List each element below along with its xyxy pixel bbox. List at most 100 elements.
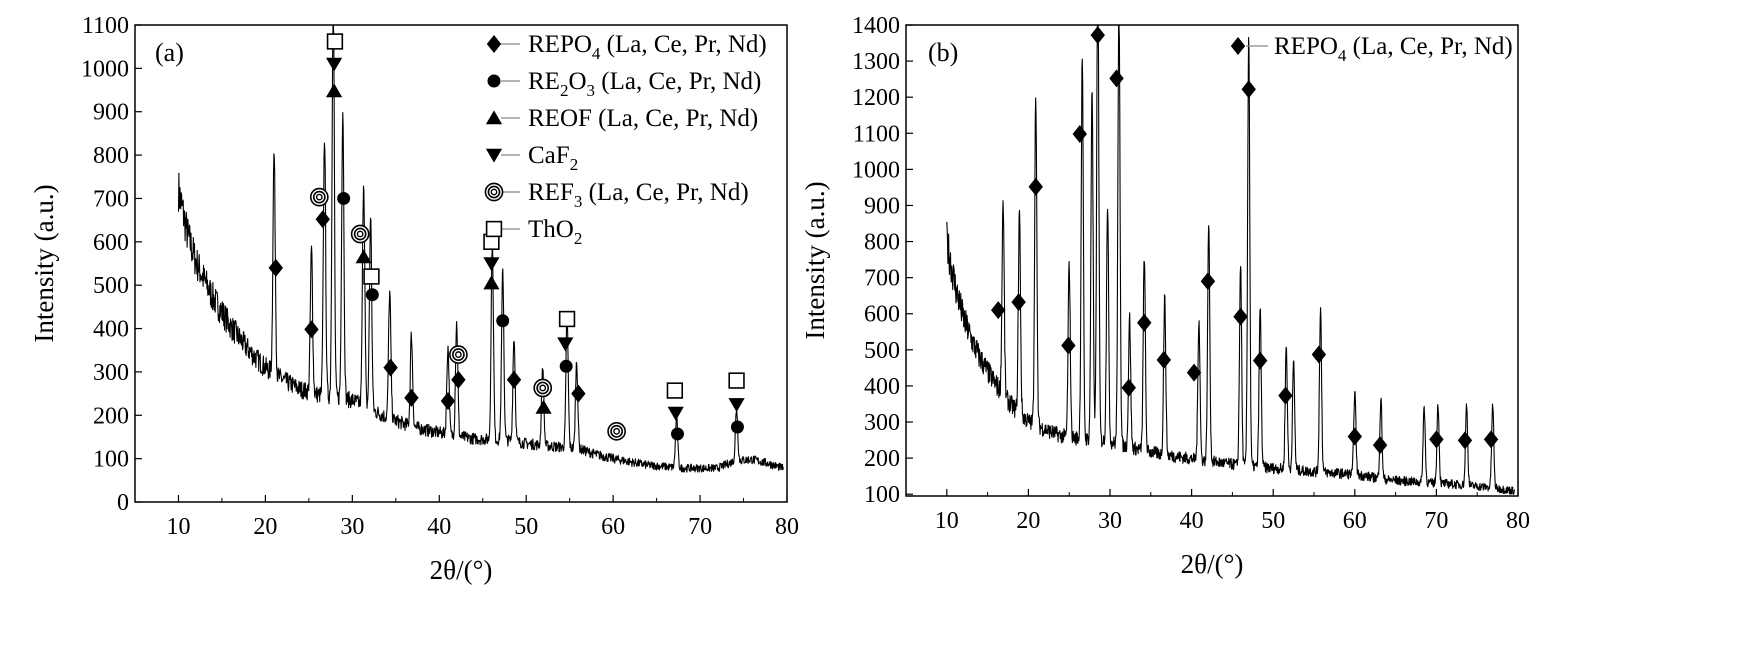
- peak-marker-diamond: [1252, 351, 1268, 370]
- peak-marker-triangle-up: [325, 83, 343, 98]
- peak-marker-diamond: [451, 370, 466, 389]
- peak-marker-diamond: [506, 370, 522, 389]
- peak-marker-diamond: [268, 258, 284, 277]
- y-tick-label: 500: [93, 273, 129, 299]
- peak-marker-square: [326, 33, 344, 50]
- y-tick-label: 900: [864, 193, 900, 219]
- peak-marker-diamond: [1347, 427, 1362, 446]
- x-tick-label: 80: [1506, 508, 1530, 534]
- peak-marker-square: [666, 382, 684, 399]
- xrd-pattern-line: [946, 25, 1516, 495]
- y-tick-label: 400: [864, 374, 900, 400]
- legend-label: ThO2: [528, 216, 582, 248]
- x-tick-label: 10: [935, 508, 959, 534]
- peak-marker-double-circle: [350, 224, 370, 244]
- y-axis-label: Intensity (a.u.): [29, 184, 59, 342]
- x-tick-label: 40: [1180, 508, 1204, 534]
- peak-marker-triangle-down: [483, 257, 500, 272]
- legend-marker-triangle-up: [485, 110, 503, 125]
- peak-marker-diamond: [1429, 430, 1444, 449]
- xrd-pattern-line: [177, 25, 784, 473]
- peak-marker-circle: [365, 288, 379, 302]
- peak-marker-diamond: [1061, 336, 1076, 355]
- peak-marker-diamond: [1483, 430, 1499, 449]
- y-tick-label: 600: [864, 302, 900, 328]
- legend-label: REOF (La, Ce, Pr, Nd): [528, 105, 758, 132]
- legend-marker-square: [485, 220, 503, 238]
- y-tick-label: 800: [93, 143, 129, 169]
- peak-marker-circle: [730, 420, 744, 434]
- y-tick-label: 100: [93, 447, 129, 473]
- legend-marker-double-circle: [484, 182, 504, 202]
- x-tick-label: 30: [1098, 508, 1122, 534]
- x-tick-label: 20: [1016, 508, 1040, 534]
- peak-marker-diamond: [1241, 80, 1256, 99]
- peak-marker-diamond: [315, 210, 330, 229]
- x-tick-label: 60: [601, 514, 625, 540]
- x-tick-label: 50: [1261, 508, 1285, 534]
- peak-marker-diamond: [1186, 363, 1202, 382]
- y-tick-label: 1000: [81, 56, 129, 82]
- y-tick-label: 300: [93, 360, 129, 386]
- peak-marker-triangle-up: [483, 275, 500, 290]
- x-tick-label: 80: [775, 514, 799, 540]
- peak-marker-diamond: [383, 358, 398, 377]
- x-tick-label: 40: [427, 514, 451, 540]
- y-tick-label: 300: [864, 410, 900, 436]
- x-tick-label: 70: [688, 514, 712, 540]
- y-tick-label: 700: [864, 266, 900, 292]
- peak-marker-diamond: [991, 301, 1006, 320]
- legend-label: CaF2: [528, 142, 578, 174]
- chart-panel-b: 100 200 300 400 500 600 700 800 900 1000 1100 1200 1…: [800, 13, 1530, 579]
- y-tick-label: 500: [864, 338, 900, 364]
- x-tick-label: 60: [1343, 508, 1367, 534]
- y-tick-label: 1100: [82, 13, 129, 39]
- y-tick-label: 800: [864, 230, 900, 256]
- x-tick-label: 50: [514, 514, 538, 540]
- peak-marker-triangle-up: [355, 249, 372, 264]
- panel-label: (b): [928, 38, 958, 67]
- peak-marker-double-circle: [607, 421, 626, 441]
- peak-marker-circle: [337, 191, 351, 205]
- x-axis-label: 2θ/(°): [1181, 549, 1244, 579]
- y-tick-label: 200: [864, 446, 900, 472]
- peak-marker-diamond: [440, 391, 456, 410]
- peak-marker-diamond: [1200, 272, 1216, 291]
- legend: REPO4 (La, Ce, Pr, Nd): [1230, 33, 1513, 65]
- panel-label: (a): [155, 38, 184, 67]
- plot-frame: [905, 24, 1519, 497]
- peak-marker-diamond: [1156, 350, 1172, 369]
- y-tick-label: 200: [93, 403, 129, 429]
- peak-marker-diamond: [1311, 345, 1327, 364]
- y-tick-label: 400: [93, 317, 129, 343]
- y-tick-label: 0: [117, 490, 129, 516]
- peak-marker-diamond: [1028, 177, 1043, 196]
- y-tick-label: 700: [93, 186, 129, 212]
- legend-marker-diamond: [1230, 37, 1246, 55]
- legend-label: RE2O3 (La, Ce, Pr, Nd): [528, 68, 761, 100]
- peak-marker-circle: [496, 314, 510, 328]
- plot-frame: [134, 24, 788, 503]
- peak-marker-square: [558, 310, 576, 328]
- peak-marker-diamond: [1137, 313, 1152, 332]
- legend-marker-diamond: [486, 35, 502, 53]
- peak-marker-diamond: [1072, 124, 1088, 143]
- y-tick-label: 600: [93, 230, 129, 256]
- peak-marker-double-circle: [309, 187, 329, 207]
- y-axis-label: Intensity (a.u.): [800, 181, 830, 339]
- peak-marker-diamond: [304, 320, 319, 339]
- x-tick-label: 20: [253, 514, 277, 540]
- x-axis-label: 2θ/(°): [430, 555, 493, 585]
- peak-marker-circle: [559, 359, 573, 373]
- peak-marker-triangle-down: [728, 398, 745, 413]
- peak-marker-square: [728, 372, 745, 389]
- legend-label: REF3 (La, Ce, Pr, Nd): [528, 179, 749, 211]
- y-tick-label: 1200: [852, 85, 900, 111]
- peak-marker-diamond: [571, 384, 586, 403]
- peak-marker-diamond: [1109, 69, 1124, 88]
- peak-marker-triangle-down: [667, 406, 684, 421]
- x-tick-label: 10: [166, 514, 190, 540]
- x-tick-label: 70: [1424, 508, 1448, 534]
- legend-marker-circle: [487, 74, 501, 88]
